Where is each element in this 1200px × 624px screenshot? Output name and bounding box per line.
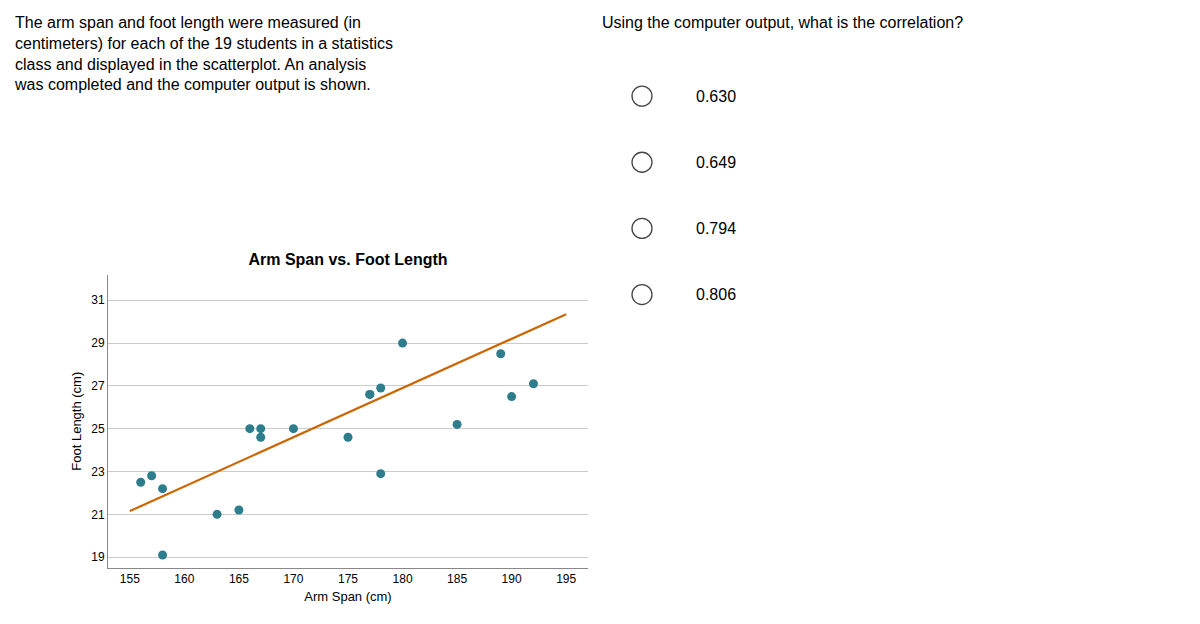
svg-text:155: 155: [120, 572, 140, 586]
svg-text:175: 175: [338, 572, 358, 586]
svg-text:0.649: 0.649: [696, 154, 736, 171]
svg-text:160: 160: [174, 572, 194, 586]
svg-text:170: 170: [283, 572, 303, 586]
svg-text:29: 29: [91, 336, 105, 350]
svg-text:Using the computer output, wha: Using the computer output, what is the c…: [602, 14, 963, 31]
svg-text:The arm span and foot length w: The arm span and foot length were measur…: [14, 14, 393, 93]
svg-text:0.794: 0.794: [696, 220, 736, 237]
svg-text:Arm Span vs. Foot Length: Arm Span vs. Foot Length: [248, 251, 447, 268]
svg-text:185: 185: [447, 572, 467, 586]
svg-text:21: 21: [91, 508, 105, 522]
svg-text:180: 180: [393, 572, 413, 586]
svg-text:27: 27: [91, 379, 105, 393]
svg-text:23: 23: [91, 465, 105, 479]
svg-text:0.806: 0.806: [696, 286, 736, 303]
svg-text:Arm Span (cm): Arm Span (cm): [304, 589, 391, 604]
svg-text:165: 165: [229, 572, 249, 586]
svg-text:0.630: 0.630: [696, 88, 736, 105]
svg-text:Foot Length (cm): Foot Length (cm): [69, 372, 84, 471]
svg-text:25: 25: [91, 422, 105, 436]
svg-text:31: 31: [91, 293, 105, 307]
svg-text:190: 190: [502, 572, 522, 586]
svg-text:195: 195: [556, 572, 576, 586]
svg-text:19: 19: [91, 550, 105, 564]
